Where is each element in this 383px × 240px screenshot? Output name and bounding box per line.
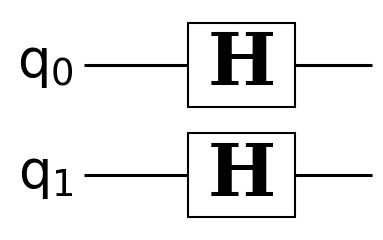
Text: H: H (207, 140, 275, 211)
Bar (188, 133, 295, 217)
Text: $\mathrm{q}_{0}$: $\mathrm{q}_{0}$ (18, 39, 74, 90)
Text: $\mathrm{q}_{1}$: $\mathrm{q}_{1}$ (18, 150, 74, 201)
Text: H: H (207, 29, 275, 100)
Bar (188, 23, 295, 107)
